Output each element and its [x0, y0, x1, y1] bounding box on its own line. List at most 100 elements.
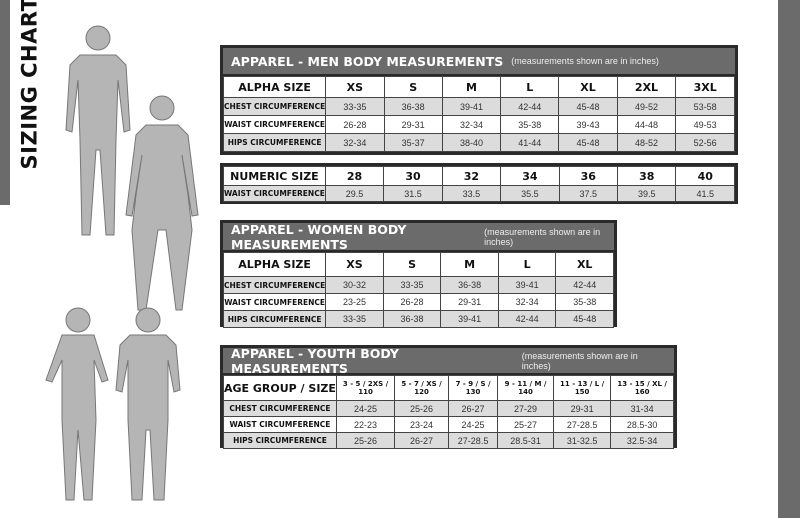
row-label: WAIST CIRCUMFERENCE [223, 416, 337, 433]
table-cell: 42-44 [555, 276, 614, 294]
row-label: WAIST CIRCUMFERENCE [222, 293, 327, 311]
body-silhouettes-illustration [45, 25, 199, 501]
row-label: WAIST CIRCUMFERENCE [223, 185, 326, 202]
row-label: CHEST CIRCUMFERENCE [223, 400, 337, 417]
table-cell: 25-26 [335, 432, 396, 449]
table-cell: 26-28 [325, 115, 385, 134]
table-cell: 22-23 [335, 416, 396, 433]
men-note: (measurements shown are in inches) [511, 56, 659, 66]
table-cell: 31-34 [610, 400, 674, 417]
page-title-text: SIZING CHART [17, 0, 41, 170]
men-numeric-size-table: NUMERIC SIZE 28 30 32 34 36 38 40 WAIST CIRCUMFE… [220, 163, 738, 204]
row-label: CHEST CIRCUMFERENCE [222, 276, 327, 294]
man-silhouette [65, 25, 131, 236]
table-row: HIPS CIRCUMFERENCE 25-26 26-27 27-28.5 28.5-… [223, 432, 674, 449]
table-cell: 36-38 [382, 310, 442, 328]
table-cell: 48-52 [616, 133, 677, 152]
table-cell: 30 [383, 166, 443, 186]
table-cell: 36-38 [440, 276, 499, 294]
table-cell: 32-34 [441, 115, 502, 134]
table-cell: XL [555, 252, 614, 277]
table-cell: 42-44 [500, 97, 560, 116]
table-cell: 29.5 [324, 185, 385, 202]
table-row: CHEST CIRCUMFERENCE 30-32 33-35 36-38 39-41 4… [222, 276, 614, 294]
table-cell: 26-27 [394, 432, 449, 449]
table-cell: 45-48 [558, 133, 618, 152]
table-row: CHEST CIRCUMFERENCE 33-35 36-38 39-41 42-44 4… [222, 97, 735, 116]
table-cell: 28 [324, 166, 385, 186]
table-cell: S [383, 76, 443, 98]
table-cell: 33-35 [382, 276, 442, 294]
table-cell: M [441, 76, 502, 98]
table-cell: 29-31 [383, 115, 443, 134]
table-cell: 28.5-30 [610, 416, 674, 433]
table-cell: M [440, 252, 499, 277]
table-cell: 23-25 [325, 293, 384, 311]
table-cell: L [497, 252, 557, 277]
table-cell: S [382, 252, 442, 277]
girl-silhouette [45, 307, 109, 501]
table-cell: 45-48 [555, 310, 614, 328]
table-cell: 32-34 [497, 293, 557, 311]
table-cell: 29-31 [440, 293, 499, 311]
table-row: HIPS CIRCUMFERENCE 32-34 35-37 38-40 41-44 45… [222, 133, 735, 152]
table-cell: 26-28 [382, 293, 442, 311]
table-cell: 45-48 [558, 97, 618, 116]
table-row: WAIST CIRCUMFERENCE 29.5 31.5 33.5 35.5 37.5 3… [223, 185, 735, 202]
table-cell: 35-38 [500, 115, 560, 134]
table-cell: 27-28.5 [447, 432, 499, 449]
table-cell: XS [325, 76, 385, 98]
table-cell: 41.5 [675, 185, 735, 202]
table-cell: 13 - 15 / XL / 160 [610, 375, 674, 401]
table-cell: 39-41 [497, 276, 557, 294]
table-cell: 35-37 [383, 133, 443, 152]
table-cell: 33-35 [325, 310, 384, 328]
table-cell: 42-44 [497, 310, 557, 328]
men-measurements-table: APPAREL - MEN BODY MEASUREMENTS (measurem… [220, 45, 738, 155]
table-cell: 11 - 13 / L / 150 [552, 375, 612, 401]
table-cell: XL [558, 76, 618, 98]
table-cell: 31-32.5 [552, 432, 612, 449]
table-cell: XS [325, 252, 384, 277]
table-cell: 3 - 5 / 2XS / 110 [335, 375, 396, 401]
table-cell: 24-25 [335, 400, 396, 417]
table-cell: 23-24 [394, 416, 449, 433]
table-cell: 28.5-31 [497, 432, 554, 449]
table-cell: L [500, 76, 560, 98]
header-row: ALPHA SIZE XS S M L XL [222, 252, 614, 277]
left-accent-bar [0, 0, 10, 205]
table-cell: 7 - 9 / S / 130 [447, 375, 499, 401]
table-cell: 35-38 [555, 293, 614, 311]
table-cell: 33.5 [441, 185, 502, 202]
table-cell: 36 [558, 166, 619, 186]
table-cell: 37.5 [558, 185, 619, 202]
table-cell: 41-44 [500, 133, 560, 152]
youth-table-title: APPAREL - YOUTH BODY MEASUREMENTS (measur… [223, 346, 674, 376]
table-row: WAIST CIRCUMFERENCE 26-28 29-31 32-34 35-38 3… [222, 115, 735, 134]
table-cell: 29-31 [552, 400, 612, 417]
boy-silhouette [115, 307, 181, 501]
table-cell: 49-52 [616, 97, 677, 116]
row-label: HIPS CIRCUMFERENCE [222, 133, 327, 152]
table-cell: 27-28.5 [552, 416, 612, 433]
table-cell: 36-38 [383, 97, 443, 116]
table-cell: 53-58 [675, 97, 735, 116]
men-table-title: APPAREL - MEN BODY MEASUREMENTS (measurem… [223, 48, 735, 76]
table-cell: 39.5 [617, 185, 677, 202]
table-cell: 38 [617, 166, 677, 186]
row-label: ALPHA SIZE [222, 76, 327, 98]
table-cell: 2XL [616, 76, 677, 98]
women-note: (measurements shown are in inches) [484, 226, 601, 247]
woman-silhouette [125, 95, 199, 311]
men-title-text: APPAREL - MEN BODY MEASUREMENTS [231, 53, 504, 69]
table-cell: 9 - 11 / M / 140 [497, 375, 554, 401]
table-cell: 34 [500, 166, 560, 186]
table-cell: 25-27 [497, 416, 554, 433]
table-cell: 52-56 [675, 133, 735, 152]
table-cell: 26-27 [447, 400, 499, 417]
women-title-text: APPAREL - WOMEN BODY MEASUREMENTS [231, 221, 407, 252]
youth-measurements-table: APPAREL - YOUTH BODY MEASUREMENTS (measur… [220, 345, 677, 449]
row-label: HIPS CIRCUMFERENCE [222, 310, 327, 328]
table-cell: 49-53 [675, 115, 735, 134]
table-cell: 3XL [675, 76, 735, 98]
